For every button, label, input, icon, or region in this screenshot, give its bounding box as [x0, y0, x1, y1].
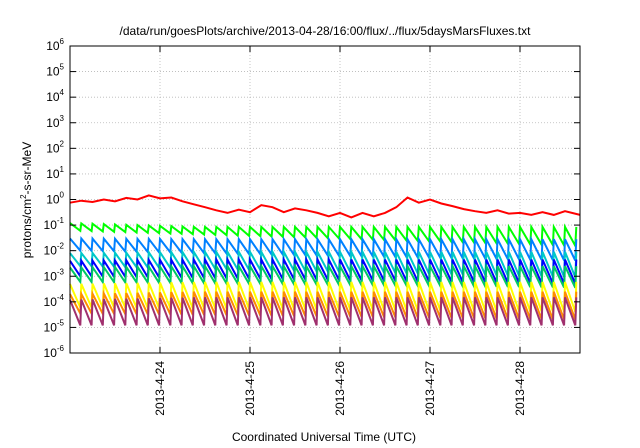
y-tick-label: 105 [46, 63, 64, 79]
y-tick-label: 101 [46, 165, 64, 181]
y-tick-label: 10-2 [44, 242, 65, 258]
y-tick-label: 102 [46, 139, 64, 155]
x-axis-label: Coordinated Universal Time (UTC) [232, 430, 416, 444]
chart-title: /data/run/goesPlots/archive/2013-04-28/1… [120, 24, 532, 38]
y-axis-label-sup: 2 [19, 194, 28, 199]
y-tick-label: 10-5 [44, 318, 65, 334]
x-tick-label: 2013-4-26 [333, 361, 347, 416]
y-tick-label: 10-1 [44, 216, 65, 232]
y-axis-ticks: 10-6 10-5 10-4 10-3 10-2 10-1 100 101 102 103 104 1… [44, 37, 580, 360]
x-tick-label: 2013-4-27 [423, 361, 437, 416]
y-axis-label-part1: protons/cm [20, 199, 34, 258]
x-axis-ticks: 2013-4-24 2013-4-25 2013-4-26 2013-4-27 2013… [153, 46, 527, 416]
y-tick-label: 106 [46, 37, 64, 53]
y-tick-label: 10-3 [44, 267, 65, 283]
x-tick-label: 2013-4-25 [243, 361, 257, 416]
y-tick-label: 10-4 [44, 293, 65, 309]
y-axis-label-part2: -s-sr-MeV [20, 142, 34, 195]
series-lines [69, 194, 581, 326]
y-tick-label: 104 [46, 88, 64, 104]
y-tick-label: 100 [46, 191, 64, 207]
y-tick-label: 103 [46, 114, 64, 130]
y-axis-label: protons/cm2-s-sr-MeV [19, 142, 34, 258]
x-tick-label: 2013-4-24 [153, 361, 167, 416]
x-tick-label: 2013-4-28 [513, 361, 527, 416]
series-line-0 [69, 194, 581, 219]
series-line-8 [69, 296, 578, 326]
y-tick-label: 10-6 [44, 344, 65, 360]
series-line-1 [69, 221, 578, 250]
